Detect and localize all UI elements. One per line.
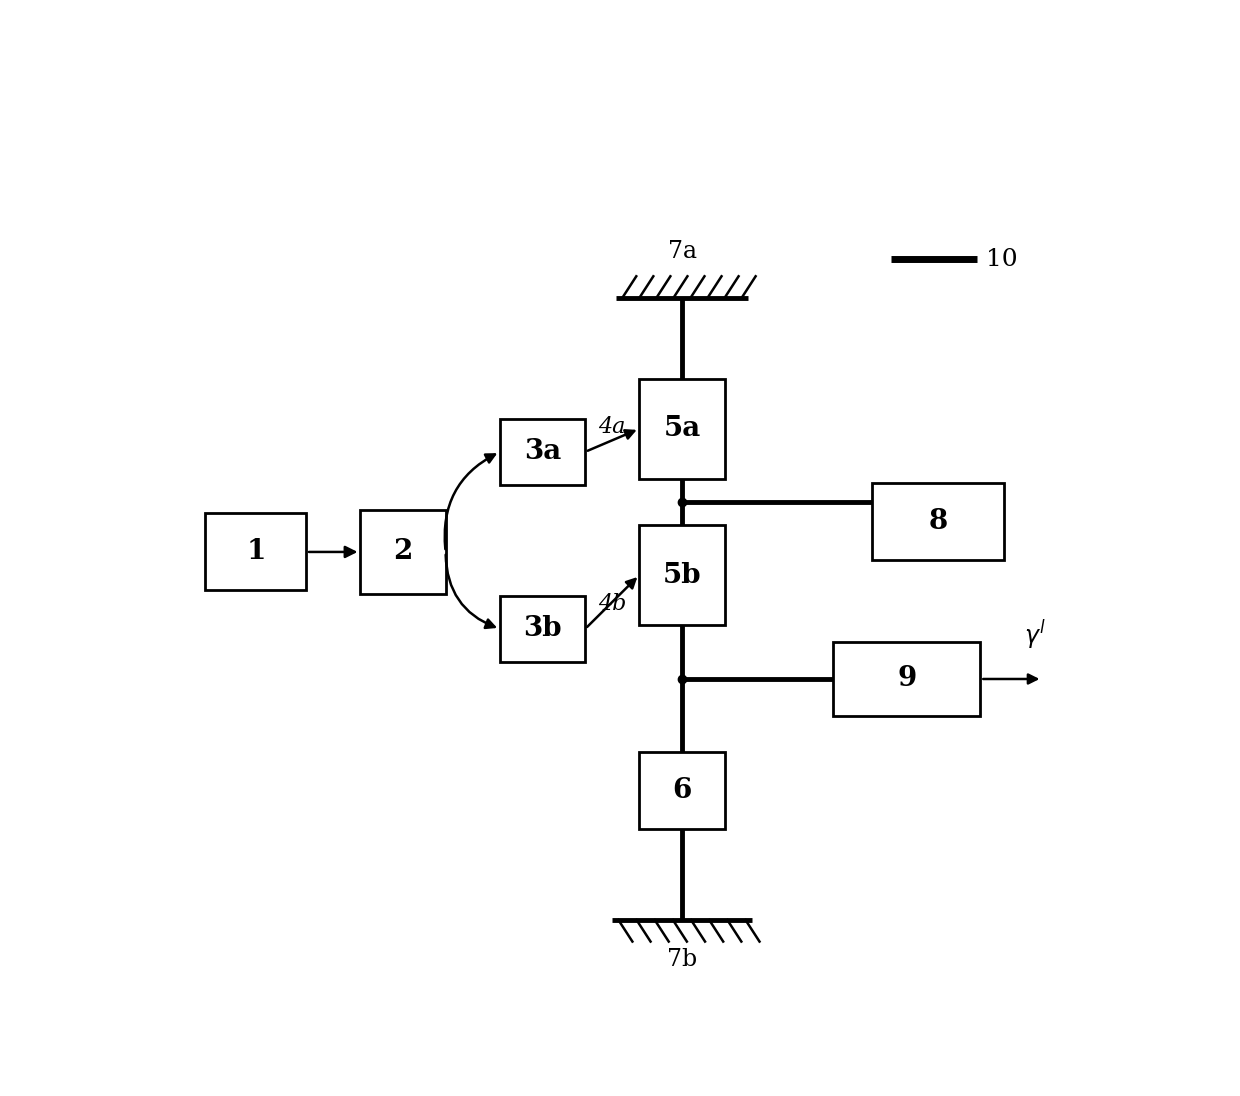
Text: 10: 10 (986, 248, 1018, 271)
Text: 5a: 5a (663, 415, 701, 443)
Text: $\gamma^l$: $\gamma^l$ (1024, 618, 1045, 652)
FancyBboxPatch shape (361, 510, 445, 594)
Text: 6: 6 (672, 777, 692, 804)
FancyBboxPatch shape (640, 379, 724, 479)
Text: 3a: 3a (523, 438, 562, 466)
Text: 7b: 7b (667, 948, 697, 971)
Text: 1: 1 (246, 538, 265, 566)
FancyBboxPatch shape (500, 596, 585, 662)
Text: 9: 9 (897, 665, 916, 693)
Text: 2: 2 (393, 538, 413, 566)
FancyBboxPatch shape (640, 752, 724, 830)
FancyBboxPatch shape (833, 642, 981, 716)
FancyBboxPatch shape (872, 482, 1003, 560)
Text: 7a: 7a (667, 240, 697, 263)
Text: 3b: 3b (523, 616, 562, 642)
Text: 4a: 4a (599, 416, 626, 438)
Text: 5b: 5b (662, 561, 702, 589)
Text: 4b: 4b (598, 593, 626, 615)
FancyBboxPatch shape (500, 419, 585, 484)
FancyBboxPatch shape (206, 513, 306, 591)
FancyBboxPatch shape (640, 525, 724, 625)
Text: 8: 8 (928, 507, 947, 535)
